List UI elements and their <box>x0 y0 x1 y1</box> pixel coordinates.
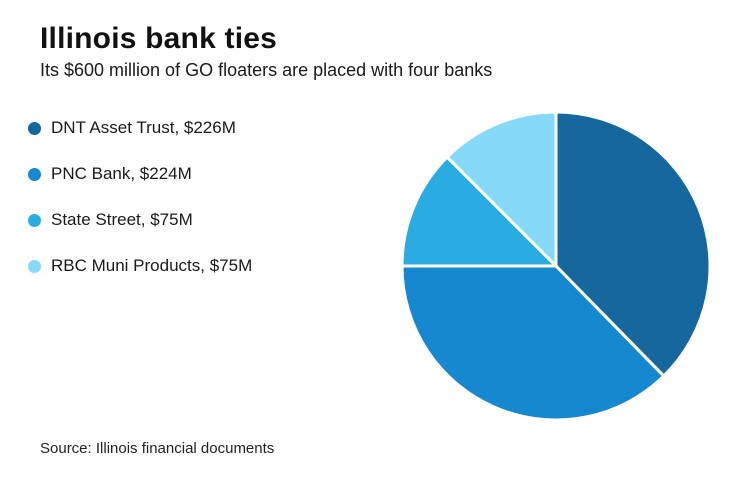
legend-swatch-icon <box>28 259 41 273</box>
legend-item: DNT Asset Trust, $226M <box>28 118 252 138</box>
legend-item: PNC Bank, $224M <box>28 164 252 184</box>
pie-chart <box>400 110 712 422</box>
chart-subtitle: Its $600 million of GO floaters are plac… <box>40 60 493 80</box>
pie-slice-state-street <box>400 155 558 268</box>
legend-label: PNC Bank, $224M <box>51 164 192 183</box>
legend-label: RBC Muni Products, $75M <box>51 256 253 275</box>
legend-swatch-icon <box>28 167 41 181</box>
legend-swatch-icon <box>28 121 41 135</box>
pie-slice-dnt-asset-trust <box>554 110 712 378</box>
legend-item: RBC Muni Products, $75M <box>28 256 252 276</box>
pie-slice-pnc-bank <box>400 264 666 422</box>
legend-swatch-icon <box>28 213 41 227</box>
legend-label: DNT Asset Trust, $226M <box>51 118 236 137</box>
pie-slice-rbc-muni-products <box>445 110 558 268</box>
chart-title: Illinois bank ties <box>40 22 277 55</box>
legend-item: State Street, $75M <box>28 210 252 230</box>
source-note: Source: Illinois financial documents <box>40 440 275 457</box>
legend: DNT Asset Trust, $226M PNC Bank, $224M Sta… <box>28 118 252 276</box>
legend-label: State Street, $75M <box>51 210 193 229</box>
